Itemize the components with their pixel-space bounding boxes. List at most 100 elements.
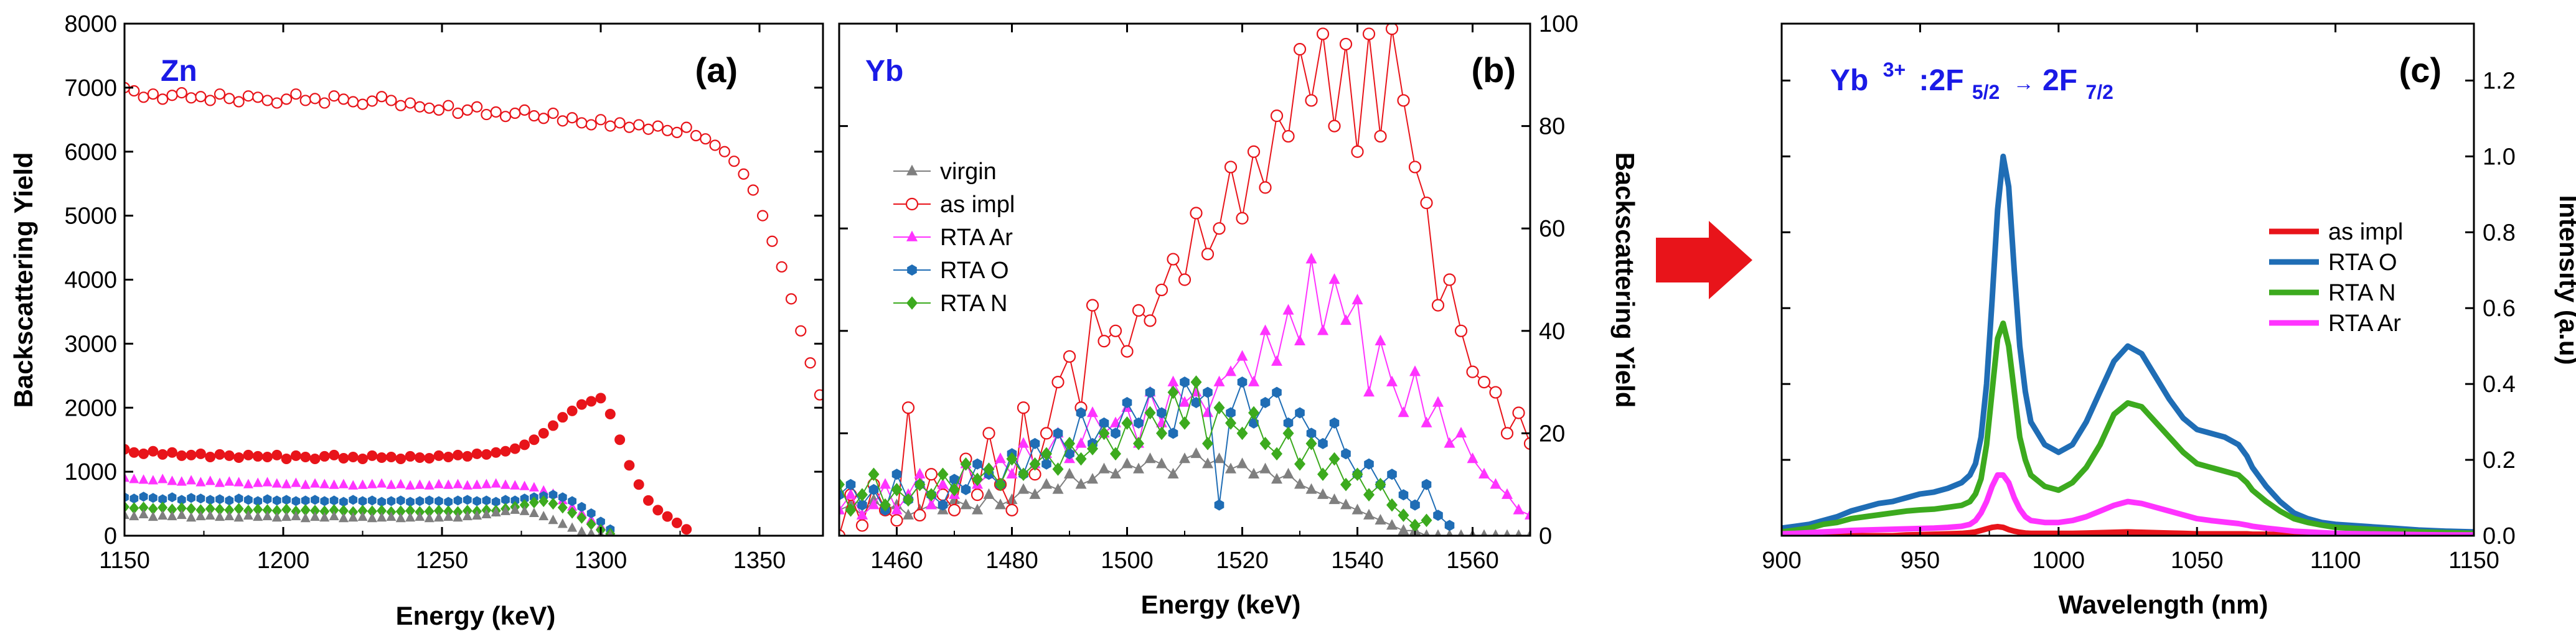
point-rta-ar-34 — [1225, 365, 1236, 376]
point-rta-ar-4 — [880, 478, 891, 489]
point-random-open-4 — [157, 93, 169, 105]
point-random-open-40 — [499, 111, 512, 123]
point-as-impl-40 — [500, 445, 511, 457]
point-rta-ar-7 — [186, 475, 197, 485]
panel-b-label: (b) — [1471, 50, 1516, 90]
point-rta-ar-2 — [857, 508, 868, 520]
point-rta-o-16 — [272, 495, 281, 506]
point-as-impl-43 — [529, 434, 540, 445]
point-rta-ar-6 — [176, 476, 187, 486]
panel-b-y-tick-label-4: 80 — [1539, 114, 1565, 140]
point-rta-n-8 — [926, 488, 937, 501]
transition-final: 2F — [2042, 64, 2077, 97]
point-virgin-42 — [1317, 488, 1328, 499]
point-rta-ar-2 — [138, 474, 149, 484]
point-random-open-45 — [547, 107, 559, 119]
point-virgin-41 — [1305, 483, 1317, 494]
point-as-impl-26 — [1132, 304, 1145, 317]
point-random-open-53 — [623, 121, 636, 133]
panel-a-y-tick-label-5: 5000 — [64, 203, 117, 230]
panel-b-yb-rbs: 1460 1480 1500 1520 1540 1560 0 20 40 60 80 100 (b)… — [838, 11, 1640, 619]
point-rta-o-2 — [139, 492, 148, 502]
point-as-impl-20 — [1063, 350, 1076, 363]
point-as-impl-1 — [128, 447, 139, 458]
point-rta-n-22 — [329, 504, 339, 516]
point-rta-ar-10 — [215, 477, 225, 487]
point-random-open-55 — [642, 123, 654, 135]
point-as-impl-27 — [376, 452, 387, 463]
point-rta-ar-41 — [1305, 253, 1317, 264]
point-rta-ar-43 — [529, 482, 539, 492]
point-random-open-25 — [357, 98, 369, 110]
point-virgin-58 — [1503, 529, 1511, 536]
point-rta-ar-51 — [1421, 416, 1432, 427]
point-random-open-80 — [881, 525, 891, 534]
panel-a-x-tick-label-2: 1250 — [416, 548, 469, 574]
panel-c-x-tick-label-1: 950 — [1901, 548, 1940, 574]
point-as-impl-13 — [982, 427, 995, 440]
point-rta-n-8 — [195, 504, 206, 516]
point-virgin-30 — [405, 511, 415, 522]
point-rta-ar-23 — [338, 478, 349, 488]
point-random-open-18 — [290, 88, 302, 100]
point-as-impl-2 — [138, 448, 149, 459]
point-random-open-48 — [576, 117, 588, 129]
legend-label-as-impl: as impl — [2328, 219, 2403, 245]
point-virgin-18 — [1041, 478, 1052, 489]
panel-b-y-tick-label-2: 40 — [1539, 319, 1565, 345]
point-virgin-39 — [491, 506, 501, 516]
point-rta-o-26 — [1134, 417, 1144, 429]
panel-a-y-tick-label-0: 0 — [104, 523, 117, 549]
point-rta-n-47 — [567, 506, 578, 519]
point-as-impl-66 — [1594, 479, 1605, 490]
point-as-impl-47 — [566, 405, 578, 416]
point-virgin-20 — [310, 511, 320, 521]
legend-item-rta-n: RTA N — [2269, 280, 2395, 306]
point-virgin-34 — [443, 511, 454, 521]
point-as-impl-30 — [1178, 273, 1192, 286]
point-rta-n-12 — [233, 503, 244, 515]
panel-a-zn-rbs: 1150 1200 1250 1300 1350 0 1000 2000 3000 4000 500… — [9, 11, 891, 630]
point-as-impl-44 — [538, 427, 549, 439]
point-rta-ar-11 — [224, 476, 235, 486]
point-rta-o-1 — [129, 493, 139, 504]
point-rta-n-24 — [348, 506, 359, 518]
panel-c-x-tick-label-3: 1050 — [2171, 548, 2224, 574]
point-as-impl-51 — [604, 409, 616, 420]
panel-a-y-axis-label: Backscattering Yield — [9, 152, 38, 408]
line-rta-n — [839, 381, 1427, 526]
point-as-impl-53 — [1443, 273, 1456, 286]
point-virgin-12 — [233, 511, 244, 522]
point-rta-n-12 — [972, 472, 983, 487]
point-rta-o-27 — [1145, 386, 1155, 398]
point-as-impl-46 — [557, 412, 568, 423]
point-virgin-42 — [519, 505, 530, 515]
point-virgin-10 — [215, 511, 225, 521]
point-rta-o-25 — [358, 496, 367, 506]
point-rta-ar-16 — [1018, 437, 1029, 448]
series-rta-ar — [1782, 472, 2474, 536]
panel-c-y-tick-label-5: 1.0 — [2483, 144, 2516, 170]
point-virgin-22 — [329, 510, 339, 521]
point-rta-o-11 — [225, 495, 234, 506]
point-rta-n-9 — [937, 467, 949, 482]
point-as-impl-22 — [329, 449, 340, 460]
series-virgin — [125, 504, 614, 536]
point-virgin-21 — [1075, 478, 1087, 489]
point-rta-n-43 — [529, 496, 539, 509]
point-as-impl-55 — [643, 495, 654, 506]
panel-b-x-tick-label-5: 1560 — [1446, 548, 1499, 574]
point-rta-ar-36 — [462, 480, 472, 490]
point-rta-ar-34 — [443, 479, 454, 489]
point-random-open-28 — [385, 95, 397, 106]
point-as-impl-61 — [1536, 489, 1548, 500]
point-rta-o-49 — [1398, 489, 1409, 501]
point-rta-n-25 — [357, 505, 368, 517]
point-virgin-48 — [576, 526, 587, 536]
point-rta-n-32 — [1202, 437, 1213, 450]
panel-c-transition-label: Yb 3+ :2F 5/2 → 2F 7/2 — [1830, 50, 2113, 106]
point-random-open-34 — [443, 100, 454, 111]
point-as-impl-8 — [195, 448, 206, 459]
